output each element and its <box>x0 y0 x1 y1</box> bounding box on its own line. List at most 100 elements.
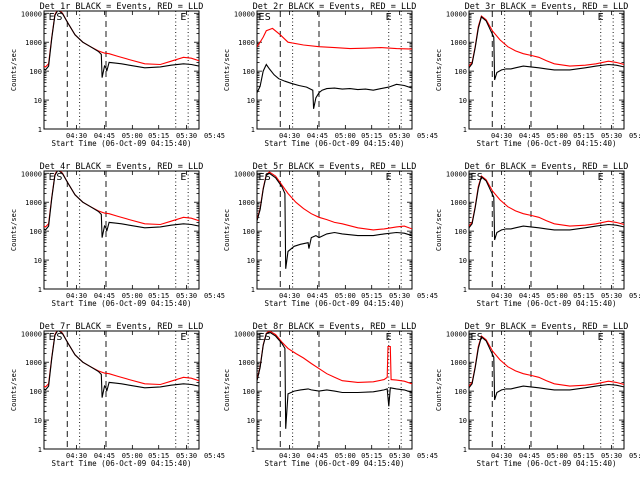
panel-5: Det 5r BLACK = Events, RED = LLD 1 10 100 10… <box>223 162 438 308</box>
x-tick-label: 05:30 <box>176 452 197 460</box>
marker-label-e: E <box>598 172 604 183</box>
y-tick-label: 10000 <box>21 170 42 178</box>
series-line-events <box>257 331 412 429</box>
marker-label-s: S <box>56 12 62 23</box>
series-line-events <box>469 335 624 401</box>
series-line-lld <box>44 331 199 388</box>
x-tick-label: 04:30 <box>66 452 87 460</box>
marker-label-s: S <box>265 332 271 343</box>
y-tick-label: 1000 <box>25 39 42 47</box>
x-tick-label: 05:30 <box>601 292 622 300</box>
y-tick-label: 1000 <box>450 359 467 367</box>
y-tick-label: 100 <box>242 228 255 236</box>
series-line-events <box>469 175 624 241</box>
x-tick-label: 04:30 <box>66 292 87 300</box>
y-tick-label: 1 <box>463 126 467 134</box>
y-tick-label: 1000 <box>25 359 42 367</box>
x-tick-label: 05:30 <box>601 452 622 460</box>
x-tick-label: 04:45 <box>307 452 328 460</box>
x-axis-label: Start Time (06-Oct-09 04:15:40) <box>477 139 617 148</box>
series-line-lld <box>44 11 199 68</box>
panel-title: Det 9r BLACK = Events, RED = LLD <box>465 322 629 332</box>
panel-2: Det 2r BLACK = Events, RED = LLD 1 10 100 10… <box>223 2 438 148</box>
x-tick-label: 05:15 <box>361 452 382 460</box>
y-axis-label: Counts/sec <box>435 209 443 251</box>
panel-6: Det 6r BLACK = Events, RED = LLD 1 10 100 10… <box>435 162 640 308</box>
y-tick-label: 1 <box>251 126 255 134</box>
panel-title: Det 7r BLACK = Events, RED = LLD <box>40 322 204 332</box>
marker-label-e: E <box>180 332 186 343</box>
y-tick-label: 1000 <box>450 199 467 207</box>
y-axis-label: Counts/sec <box>435 49 443 91</box>
panel-3: Det 3r BLACK = Events, RED = LLD 1 10 100 10… <box>435 2 640 148</box>
series-line-lld <box>44 171 199 228</box>
plot-frame <box>468 330 625 450</box>
y-axis-label: Counts/sec <box>435 369 443 411</box>
y-tick-label: 100 <box>242 388 255 396</box>
x-tick-label: 04:30 <box>491 452 512 460</box>
y-tick-label: 10 <box>34 417 42 425</box>
x-tick-label: 04:45 <box>94 452 115 460</box>
series-line-events <box>257 63 412 109</box>
panel-4: Det 4r BLACK = Events, RED = LLD 1 10 100 10… <box>10 162 225 308</box>
y-tick-label: 100 <box>454 68 467 76</box>
y-tick-label: 1 <box>38 286 42 294</box>
series-line-lld <box>257 27 412 50</box>
y-tick-label: 10 <box>459 257 467 265</box>
x-tick-label: 05:00 <box>547 132 568 140</box>
x-axis-label: Start Time (06-Oct-09 04:15:40) <box>52 139 192 148</box>
panel-title: Det 3r BLACK = Events, RED = LLD <box>465 2 629 12</box>
y-tick-label: 10 <box>459 417 467 425</box>
marker-label-e: E <box>49 172 55 183</box>
x-tick-label: 04:30 <box>491 292 512 300</box>
series-line-events <box>44 171 199 238</box>
plot-frame <box>468 10 625 130</box>
x-tick-label: 05:15 <box>573 452 594 460</box>
y-axis-label: Counts/sec <box>10 369 18 411</box>
series-line-lld <box>257 331 412 385</box>
x-tick-label: 05:45 <box>204 292 225 300</box>
x-tick-label: 04:45 <box>519 292 540 300</box>
marker-label-e: E <box>471 172 477 183</box>
y-tick-label: 1 <box>463 286 467 294</box>
y-tick-label: 1 <box>463 446 467 454</box>
panel-7: Det 7r BLACK = Events, RED = LLD 1 10 100 10… <box>10 322 225 468</box>
x-tick-label: 05:15 <box>148 452 169 460</box>
marker-label-e: E <box>259 12 265 23</box>
x-tick-label: 05:45 <box>417 132 438 140</box>
y-tick-label: 100 <box>29 68 42 76</box>
series-line-events <box>44 331 199 398</box>
x-tick-label: 05:45 <box>629 452 640 460</box>
marker-label-e: E <box>471 332 477 343</box>
x-tick-label: 04:30 <box>491 132 512 140</box>
x-tick-label: 05:15 <box>361 292 382 300</box>
y-tick-label: 10 <box>247 257 255 265</box>
x-tick-label: 04:45 <box>307 132 328 140</box>
panel-8: Det 8r BLACK = Events, RED = LLD 1 10 100 10… <box>223 322 438 468</box>
marker-label-e: E <box>598 12 604 23</box>
y-tick-label: 1000 <box>238 359 255 367</box>
x-axis-label: Start Time (06-Oct-09 04:15:40) <box>477 299 617 308</box>
x-tick-label: 05:45 <box>629 292 640 300</box>
marker-label-s: S <box>477 172 483 183</box>
marker-label-e: E <box>259 332 265 343</box>
x-tick-label: 04:45 <box>94 132 115 140</box>
y-tick-label: 100 <box>242 68 255 76</box>
x-tick-label: 05:00 <box>547 452 568 460</box>
x-tick-label: 04:30 <box>279 452 300 460</box>
x-tick-label: 05:15 <box>361 132 382 140</box>
y-tick-label: 10000 <box>234 170 255 178</box>
x-tick-label: 05:00 <box>122 292 143 300</box>
x-tick-label: 05:00 <box>122 452 143 460</box>
y-axis-label: Counts/sec <box>223 209 231 251</box>
x-axis-label: Start Time (06-Oct-09 04:15:40) <box>265 459 405 468</box>
plot-frame <box>43 170 200 290</box>
series-line-events <box>257 172 412 269</box>
x-axis-label: Start Time (06-Oct-09 04:15:40) <box>477 459 617 468</box>
plot-frame <box>43 330 200 450</box>
marker-label-s: S <box>56 332 62 343</box>
plot-frame <box>256 330 413 450</box>
y-tick-label: 10 <box>459 97 467 105</box>
y-tick-label: 1000 <box>238 39 255 47</box>
x-tick-label: 05:15 <box>148 132 169 140</box>
